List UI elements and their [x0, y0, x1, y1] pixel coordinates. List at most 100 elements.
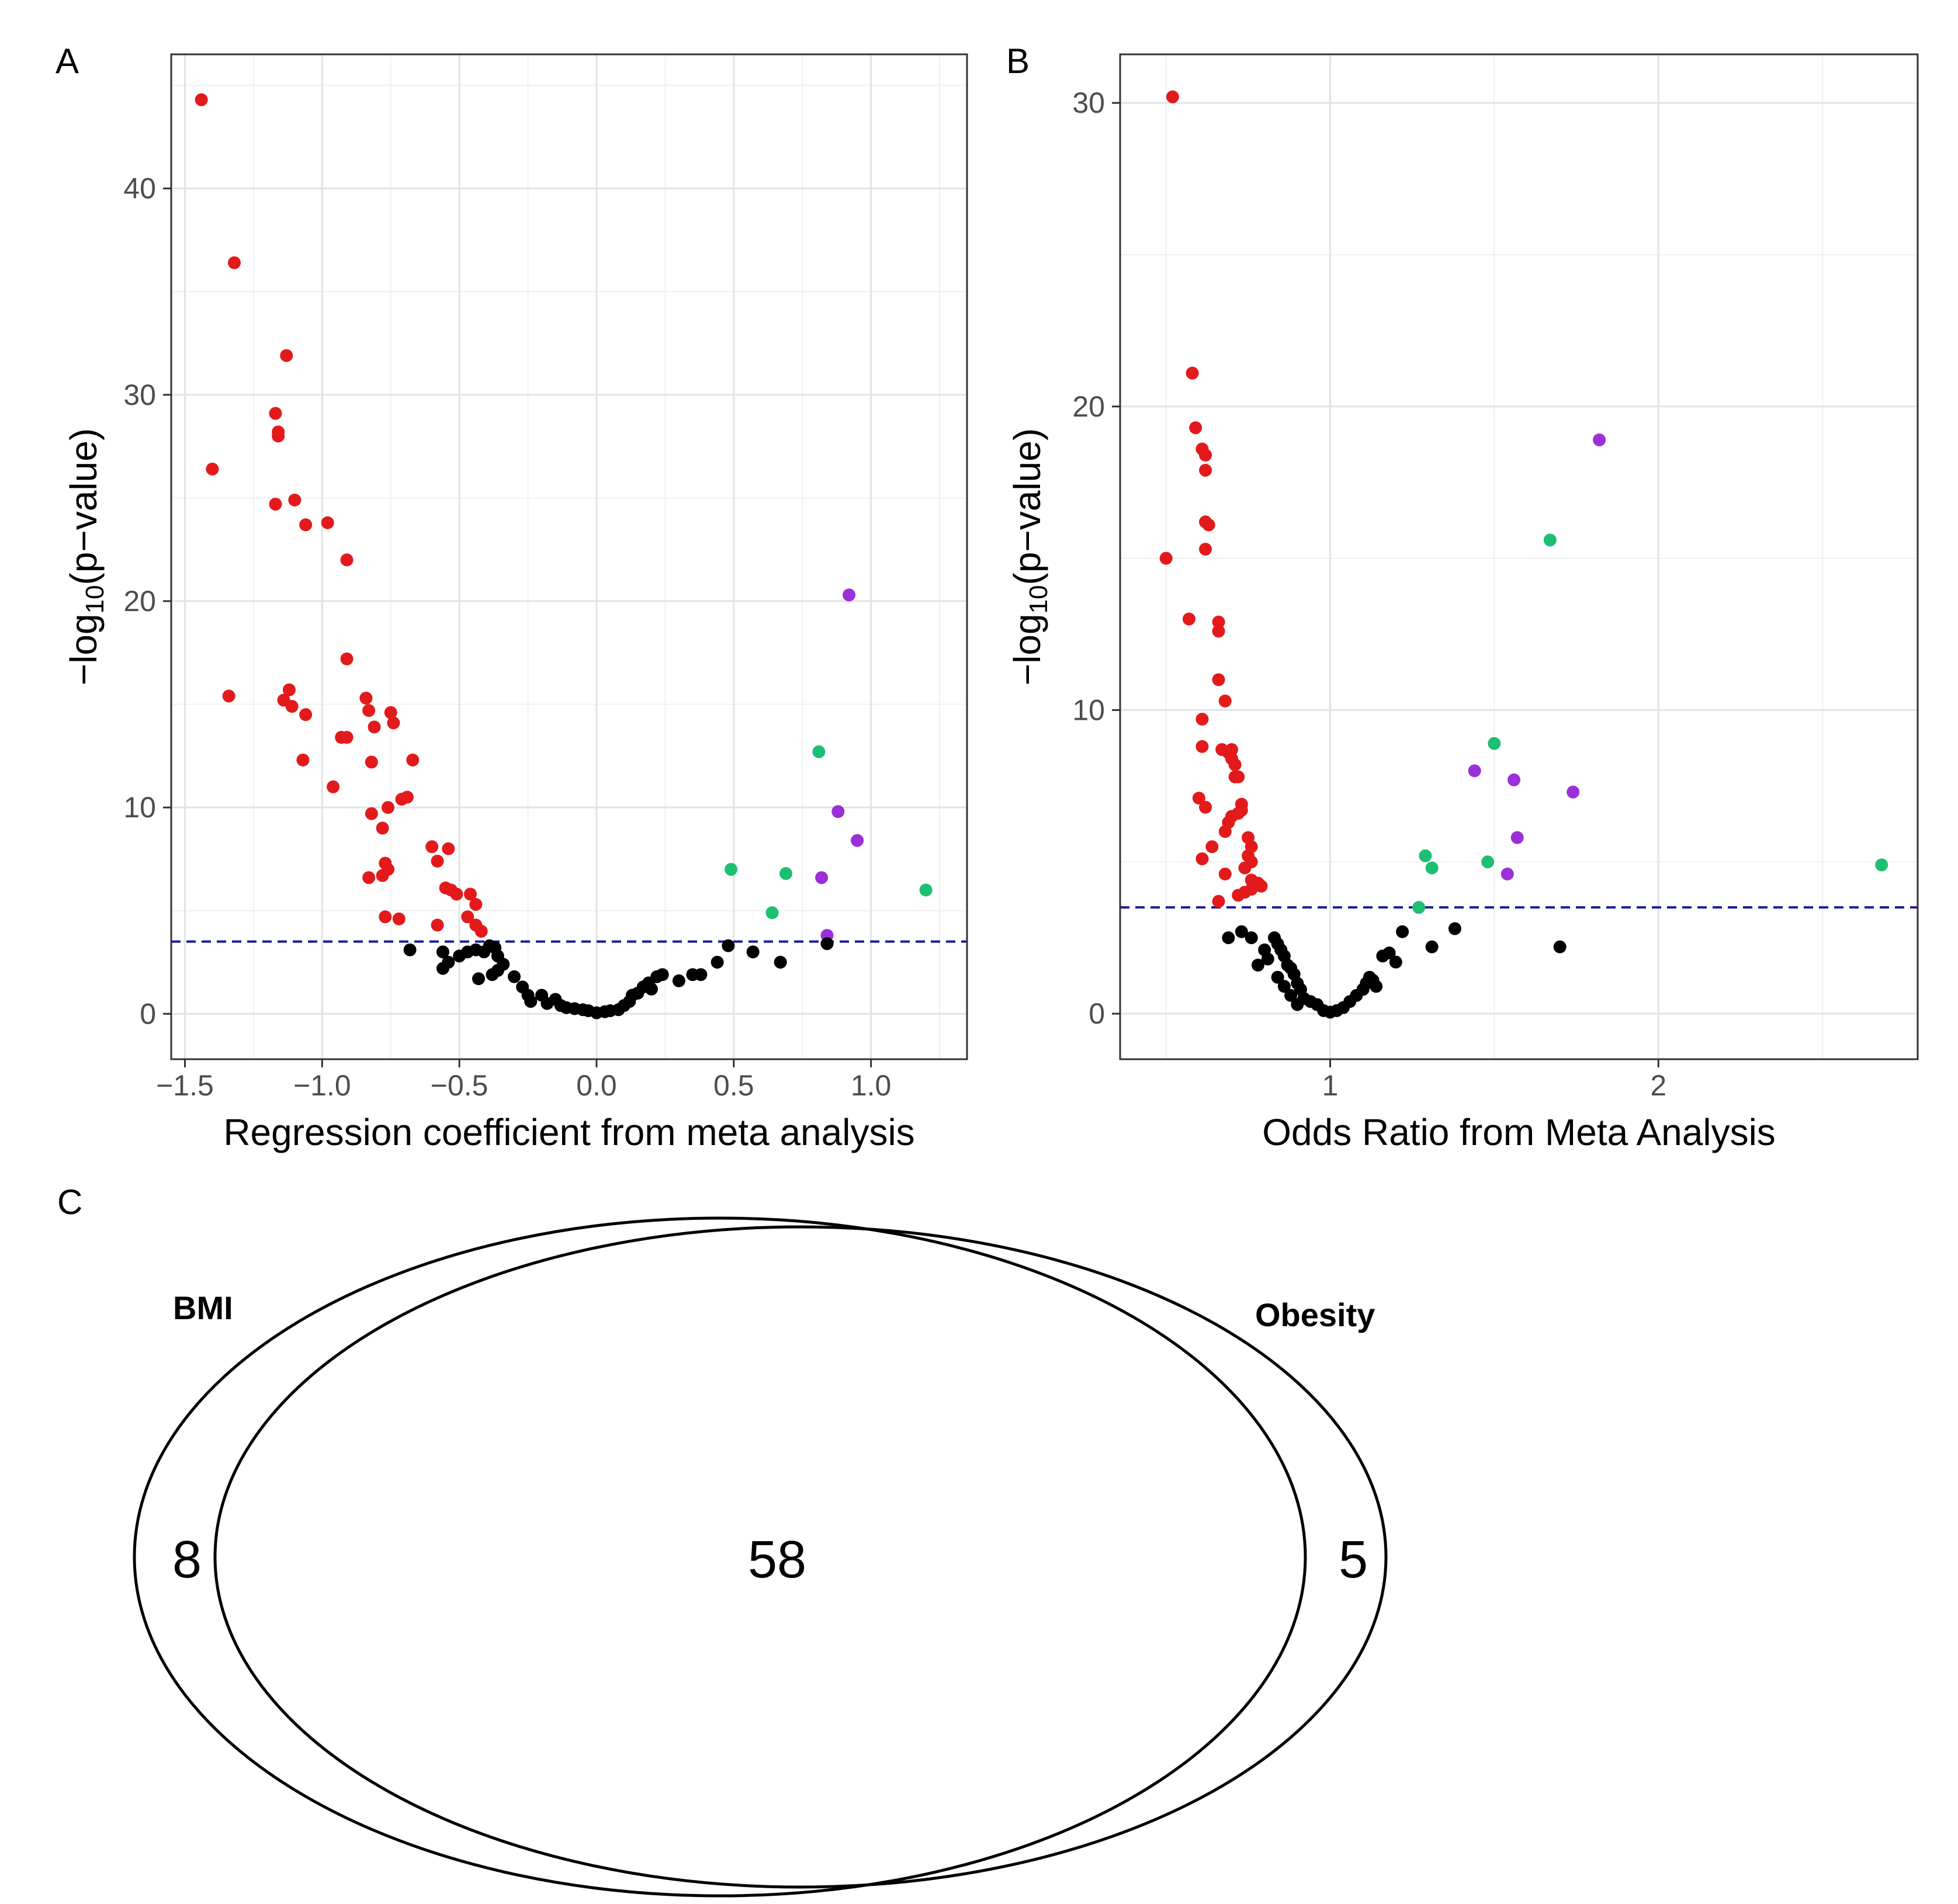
- panel-b-y-tick-label: 10: [1072, 693, 1105, 726]
- panel-a-point-nonsig: [442, 956, 455, 969]
- panel-a-point-sig-negative: [387, 716, 400, 730]
- panel-b-point-sig-negative: [1199, 800, 1212, 814]
- panel-a-point-sig-negative: [222, 689, 235, 703]
- panel-a-point-nonsig: [508, 970, 521, 983]
- venn-label-obesity: Obesity: [1255, 1296, 1375, 1333]
- panel-b-point-sig-positive-green: [1419, 849, 1432, 862]
- panel-a-point-sig-negative: [431, 854, 444, 868]
- panel-b-point-sig-negative: [1166, 90, 1179, 103]
- panel-a-point-nonsig: [746, 945, 760, 959]
- panel-b-point-sig-negative: [1205, 840, 1219, 854]
- panel-b-point-sig-negative: [1186, 366, 1199, 380]
- panel-a-grid: [171, 54, 967, 1059]
- panel-b-y-title-prefix: −log: [1006, 613, 1048, 685]
- panel-a-point-sig-negative: [321, 516, 334, 529]
- panel-b-letter: B: [1006, 41, 1030, 81]
- panel-b-point-nonsig: [1425, 940, 1439, 953]
- panel-a-point-nonsig: [722, 939, 735, 952]
- panel-a-point-nonsig: [672, 974, 685, 987]
- panel-b-point-sig-negative: [1192, 792, 1205, 805]
- venn-label-bmi: BMI: [173, 1289, 233, 1326]
- panel-a-point-nonsig: [436, 945, 449, 959]
- panel-b-point-sig-positive-purple: [1567, 785, 1580, 799]
- panel-a-point-sig-negative: [282, 683, 296, 696]
- panel-b-point-sig-negative: [1195, 852, 1209, 866]
- panel-b-point-sig-negative: [1202, 518, 1215, 532]
- panel-a-point-sig-negative: [272, 429, 285, 443]
- panel-b-point-sig-negative: [1212, 615, 1225, 629]
- venn-ellipse-obesity: [213, 1225, 1388, 1889]
- panel-b-point-nonsig: [1222, 931, 1235, 945]
- panel-b-point-sig-positive-green: [1425, 861, 1439, 875]
- panel-a-point-sig-negative: [461, 910, 474, 924]
- panel-a-point-sig-negative: [269, 407, 282, 420]
- panel-a-point-nonsig: [491, 964, 504, 977]
- panel-a-point-sig-positive-purple: [815, 871, 829, 885]
- panel-a-y-tick-label: 0: [140, 997, 156, 1030]
- panel-b-y-tick-label: 30: [1072, 86, 1105, 119]
- panel-a-point-sig-negative: [288, 493, 302, 507]
- panel-a-y-axis-title: −log10(p−value): [63, 428, 109, 685]
- panel-a-y-tick-label: 10: [123, 791, 156, 824]
- panel-b-point-sig-negative: [1218, 825, 1232, 838]
- panel-b-x-tick-label: 2: [1650, 1069, 1666, 1102]
- panel-a-axis-ticks: −1.5 −1.0 −0.5 0.0 0.5 1.0 0 10 20 30 40: [123, 172, 891, 1102]
- panel-a-point-sig-negative: [463, 887, 477, 901]
- panel-a-point-sig-negative: [195, 93, 208, 106]
- panel-b-point-nonsig: [1382, 946, 1396, 960]
- panel-a-y-tick-label: 20: [123, 585, 156, 618]
- panel-b-point-nonsig: [1284, 989, 1298, 1002]
- panel-b-plot-frame: [1119, 53, 1919, 1060]
- panel-a-point-sig-negative: [406, 753, 420, 767]
- panel-a-point-sig-negative: [392, 912, 406, 925]
- panel-a-volcano-plot: A −1.5 −1.0 −0.5 0.0 0.5 1.0 0 10 20 30 40 Regress…: [56, 41, 968, 1153]
- venn-count-obesity-only: 5: [1339, 1531, 1368, 1589]
- panel-b-point-nonsig: [1396, 925, 1409, 938]
- panel-a-point-sig-negative: [285, 700, 299, 713]
- panel-b-point-sig-negative: [1195, 713, 1209, 726]
- panel-a-y-title-suffix: (p−value): [63, 428, 105, 585]
- panel-a-point-nonsig: [774, 956, 787, 969]
- panel-b-point-nonsig: [1291, 998, 1304, 1011]
- panel-b-point-sig-negative: [1199, 448, 1212, 462]
- panel-b-point-sig-negative: [1225, 743, 1238, 756]
- panel-a-plot-frame: [170, 53, 968, 1060]
- panel-b-point-sig-negative: [1238, 886, 1252, 899]
- panel-a-point-sig-positive-purple: [843, 588, 856, 602]
- panel-a-point-sig-negative: [269, 497, 282, 511]
- panel-b-point-sig-negative: [1199, 543, 1212, 556]
- panel-b-point-sig-negative: [1212, 625, 1225, 638]
- panel-a-point-sig-negative: [442, 842, 455, 855]
- venn-count-bmi-only: 8: [172, 1531, 202, 1589]
- panel-a-point-sig-negative: [368, 720, 381, 734]
- panel-b-point-nonsig: [1271, 970, 1284, 984]
- panel-b-point-sig-negative: [1195, 740, 1209, 753]
- panel-a-point-sig-negative: [359, 691, 373, 705]
- panel-a-y-title-subscript: 10: [81, 585, 109, 613]
- panel-b-point-sig-negative: [1182, 612, 1195, 626]
- panel-a-point-sig-positive-green: [919, 883, 933, 897]
- panel-a-point-sig-negative: [362, 871, 376, 885]
- panel-b-point-sig-positive-purple: [1508, 773, 1521, 786]
- panel-b-point-sig-negative: [1212, 673, 1225, 686]
- panel-b-point-sig-negative: [1238, 861, 1252, 875]
- panel-b-point-nonsig: [1389, 955, 1402, 969]
- panel-b-point-sig-negative: [1159, 552, 1173, 565]
- panel-a-x-tick-label: 0.5: [713, 1069, 754, 1102]
- panel-a-x-tick-label: −1.5: [156, 1069, 214, 1102]
- panel-a-point-sig-negative: [280, 349, 293, 362]
- panel-a-point-sig-negative: [365, 755, 378, 769]
- panel-b-point-sig-positive-green: [1412, 901, 1426, 914]
- panel-b-point-nonsig: [1370, 980, 1383, 993]
- panel-b-point-nonsig: [1251, 958, 1264, 972]
- panel-b-x-axis-title: Odds Ratio from Meta Analysis: [1262, 1111, 1776, 1153]
- panel-a-point-sig-positive-green: [779, 867, 793, 880]
- panel-a-point-sig-negative: [474, 925, 488, 938]
- panel-a-point-sig-negative: [376, 821, 389, 835]
- panel-b-point-sig-negative: [1189, 421, 1202, 435]
- panel-b-point-sig-positive-green: [1481, 855, 1495, 869]
- panel-b-y-title-suffix: (p−value): [1006, 428, 1048, 585]
- panel-a-point-sig-negative: [228, 256, 241, 269]
- panel-b-point-sig-positive-green: [1875, 858, 1888, 872]
